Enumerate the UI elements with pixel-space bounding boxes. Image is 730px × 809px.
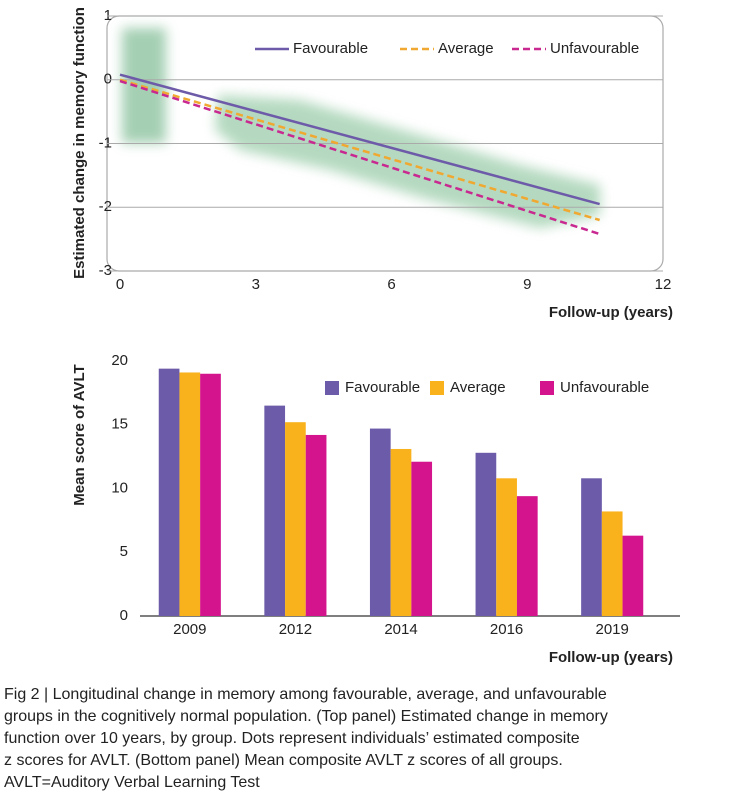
x-axis-label: Follow-up (years) [549, 649, 673, 666]
y-axis-label: Mean score of AVLT [71, 364, 88, 505]
legend-label: Unfavourable [560, 379, 649, 396]
y-tick-label: -3 [99, 262, 112, 279]
y-tick-label: 20 [111, 352, 128, 369]
scatter-cloud [122, 28, 600, 228]
x-tick-label: 6 [387, 276, 395, 293]
caption-line: function over 10 years, by group. Dots r… [4, 730, 580, 747]
caption-line: AVLT=Auditory Verbal Learning Test [4, 774, 260, 791]
y-tick-label: 15 [111, 416, 128, 433]
caption-line: Fig 2 | Longitudinal change in memory am… [4, 686, 607, 703]
y-tick-label: 10 [111, 479, 128, 496]
bar [200, 373, 221, 616]
bar [179, 372, 201, 616]
bar [158, 368, 180, 616]
x-tick-label: 3 [252, 276, 260, 293]
bar [285, 422, 306, 616]
x-tick-label: 2012 [279, 621, 312, 638]
x-tick-label: 12 [655, 276, 672, 293]
legend-swatch [325, 381, 339, 395]
series-line [119, 79, 601, 236]
series-line [119, 73, 600, 206]
bar [601, 511, 623, 616]
x-tick-label: 0 [116, 276, 124, 293]
y-tick-label: -2 [99, 198, 112, 215]
bar [264, 405, 286, 616]
bar [390, 448, 412, 616]
bar [369, 428, 391, 616]
y-axis-label: Estimated change in memory function [71, 7, 88, 279]
y-tick-label: 0 [120, 607, 128, 624]
y-tick-label: 5 [120, 543, 128, 560]
bar [475, 452, 497, 616]
legend-label: Unfavourable [550, 40, 639, 57]
top-panel: 1 0 -1 -2 -3 Estimated change in memory funct… [71, 7, 673, 321]
bar [622, 535, 644, 616]
bar [581, 478, 602, 616]
legend-label: Average [450, 379, 506, 396]
caption-line: groups in the cognitively normal populat… [4, 708, 608, 725]
x-tick-label: 2019 [596, 621, 629, 638]
x-tick-label: 2016 [490, 621, 523, 638]
caption: Fig 2 | Longitudinal change in memory am… [4, 684, 608, 794]
x-tick-label: 9 [523, 276, 531, 293]
legend-label: Favourable [345, 379, 420, 396]
x-tick-label: 2014 [384, 621, 417, 638]
y-tick-label: -1 [99, 134, 112, 151]
bar [516, 496, 538, 616]
y-tick-label: 0 [104, 71, 112, 88]
legend-swatch [430, 381, 444, 395]
bottom-panel: 0 5 10 15 20 Mean score of AVLT Follow-up (yea… [71, 352, 673, 666]
cloud-followup [215, 95, 600, 228]
legend-swatch [540, 381, 554, 395]
bar [496, 478, 517, 616]
x-tick-label: 2009 [173, 621, 206, 638]
caption-line: z scores for AVLT. (Bottom panel) Mean c… [4, 752, 563, 769]
x-axis-label: Follow-up (years) [549, 304, 673, 321]
legend-label: Average [438, 40, 494, 57]
series-line [119, 78, 601, 222]
y-tick-label: 1 [104, 7, 112, 24]
bar [305, 434, 327, 616]
bar [411, 461, 433, 616]
legend-label: Favourable [293, 40, 368, 57]
